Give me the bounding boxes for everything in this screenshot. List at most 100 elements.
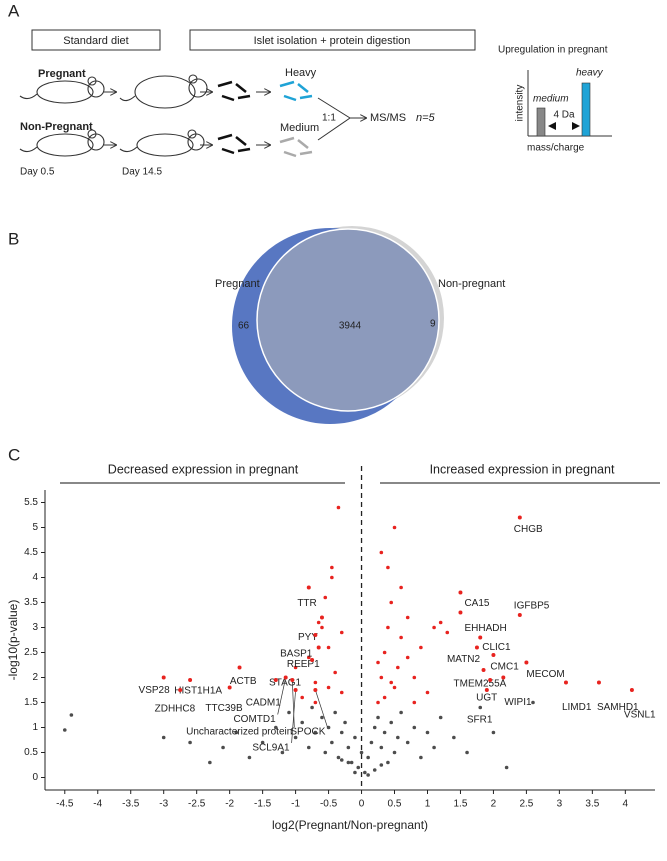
annotated-point xyxy=(310,658,315,662)
venn-overlap xyxy=(256,228,440,412)
panel-a: A Standard diet Islet isolation + protei… xyxy=(8,1,612,178)
point-label: SCL9A1 xyxy=(252,743,290,754)
data-point xyxy=(326,725,331,730)
data-point xyxy=(359,750,364,755)
data-point xyxy=(326,645,331,650)
data-point xyxy=(323,750,328,755)
data-point xyxy=(306,655,311,660)
data-point xyxy=(399,710,403,715)
label-medium: Medium xyxy=(280,122,319,134)
annotated-point xyxy=(306,585,311,590)
annotated-point xyxy=(161,675,166,680)
data-point xyxy=(389,720,394,725)
x-tick-label: -0.5 xyxy=(320,799,338,810)
leader-line xyxy=(291,679,295,728)
venn-count: 3944 xyxy=(339,321,362,332)
point-label: SPOCK xyxy=(290,727,325,738)
annotated-point xyxy=(283,675,288,680)
mouse-icon xyxy=(119,129,205,157)
inset-y-label: intensity xyxy=(515,85,526,122)
y-tick-label: 2 xyxy=(32,672,38,683)
venn-label: Non-pregnant xyxy=(438,278,505,290)
ms-label: MS/MS xyxy=(370,112,406,124)
data-point xyxy=(221,745,225,750)
y-tick-label: 5 xyxy=(32,522,38,533)
x-tick-label: 2 xyxy=(491,799,497,810)
annotated-point xyxy=(237,665,242,670)
peptides-heavy xyxy=(279,80,313,102)
n-label: n=5 xyxy=(416,112,436,124)
peptides-medium xyxy=(279,136,313,158)
data-point xyxy=(432,625,436,630)
data-point xyxy=(330,575,334,580)
annotated-point xyxy=(484,688,489,692)
data-point xyxy=(320,715,324,720)
data-point xyxy=(333,710,337,715)
data-point xyxy=(330,565,334,570)
leader-line xyxy=(277,677,287,715)
annotated-point xyxy=(313,633,318,637)
data-point xyxy=(300,695,304,700)
x-tick-label: -1 xyxy=(291,799,300,810)
point-label: PYY xyxy=(298,632,318,643)
y-tick-label: 3.5 xyxy=(24,597,38,608)
data-point xyxy=(531,700,535,705)
point-label: LIMD1 xyxy=(562,702,592,713)
data-point xyxy=(419,645,423,650)
group-label: Non-Pregnant xyxy=(20,121,93,133)
data-point xyxy=(280,750,285,755)
data-point xyxy=(386,625,390,630)
annotated-point xyxy=(563,680,568,685)
point-label: MATN2 xyxy=(447,654,481,665)
data-point xyxy=(452,735,456,740)
annotated-point xyxy=(458,590,463,595)
data-point xyxy=(376,700,380,705)
data-point xyxy=(287,710,291,715)
y-tick-label: 1.5 xyxy=(24,697,38,708)
data-point xyxy=(69,713,74,717)
data-point xyxy=(405,655,410,660)
annotated-point xyxy=(227,685,232,690)
point-label: CLIC1 xyxy=(482,642,511,653)
data-point xyxy=(353,770,357,775)
y-axis-title: -log10(p-value) xyxy=(6,600,20,681)
point-label: IGFBP5 xyxy=(514,601,550,612)
data-point xyxy=(405,740,410,745)
data-point xyxy=(346,760,351,765)
data-point xyxy=(392,750,397,755)
point-label: EHHADH xyxy=(464,623,506,634)
data-point xyxy=(386,565,390,570)
venn-count: 66 xyxy=(238,321,250,332)
y-tick-label: 2.5 xyxy=(24,647,38,658)
point-label: VSP28 xyxy=(139,685,171,696)
data-point xyxy=(425,730,430,735)
data-point xyxy=(392,525,397,530)
data-point xyxy=(363,770,367,775)
x-tick-label: -3 xyxy=(159,799,168,810)
panel-label: C xyxy=(8,445,20,464)
data-point xyxy=(349,760,354,765)
data-point xyxy=(412,700,417,705)
data-point xyxy=(313,680,318,685)
point-label: UGT xyxy=(476,693,497,704)
data-point xyxy=(412,675,417,680)
data-point xyxy=(316,620,321,625)
annotated-point xyxy=(319,615,324,620)
data-point xyxy=(313,730,318,735)
data-point xyxy=(379,550,384,555)
ratio: 1:1 xyxy=(322,113,336,124)
annotated-point xyxy=(458,610,463,615)
data-point xyxy=(392,685,397,690)
point-label: TTR xyxy=(297,598,316,609)
data-point xyxy=(445,630,450,635)
data-point xyxy=(504,765,509,770)
data-point xyxy=(389,680,394,685)
point-label: HIST1H1A xyxy=(174,686,222,697)
data-point xyxy=(306,745,311,750)
x-tick-label: -1.5 xyxy=(254,799,272,810)
data-point xyxy=(491,730,496,735)
data-point xyxy=(343,720,347,725)
mouse-icon xyxy=(119,74,208,109)
annotated-point xyxy=(629,688,634,692)
data-point xyxy=(247,755,252,760)
